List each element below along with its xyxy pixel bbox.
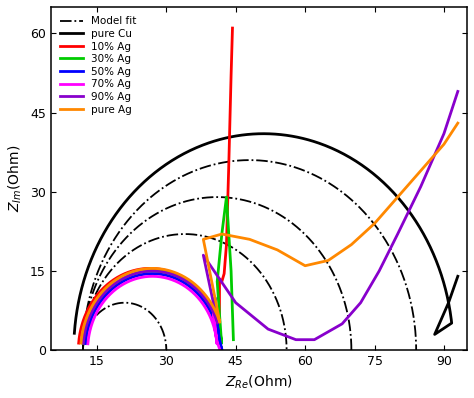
Legend: Model fit, pure Cu, 10% Ag, 30% Ag, 50% Ag, 70% Ag, 90% Ag, pure Ag: Model fit, pure Cu, 10% Ag, 30% Ag, 50% … [56,12,141,119]
X-axis label: $Z_{Re}$(Ohm): $Z_{Re}$(Ohm) [225,374,293,391]
Y-axis label: $Z_{Im}$(Ohm): $Z_{Im}$(Ohm) [7,145,24,212]
